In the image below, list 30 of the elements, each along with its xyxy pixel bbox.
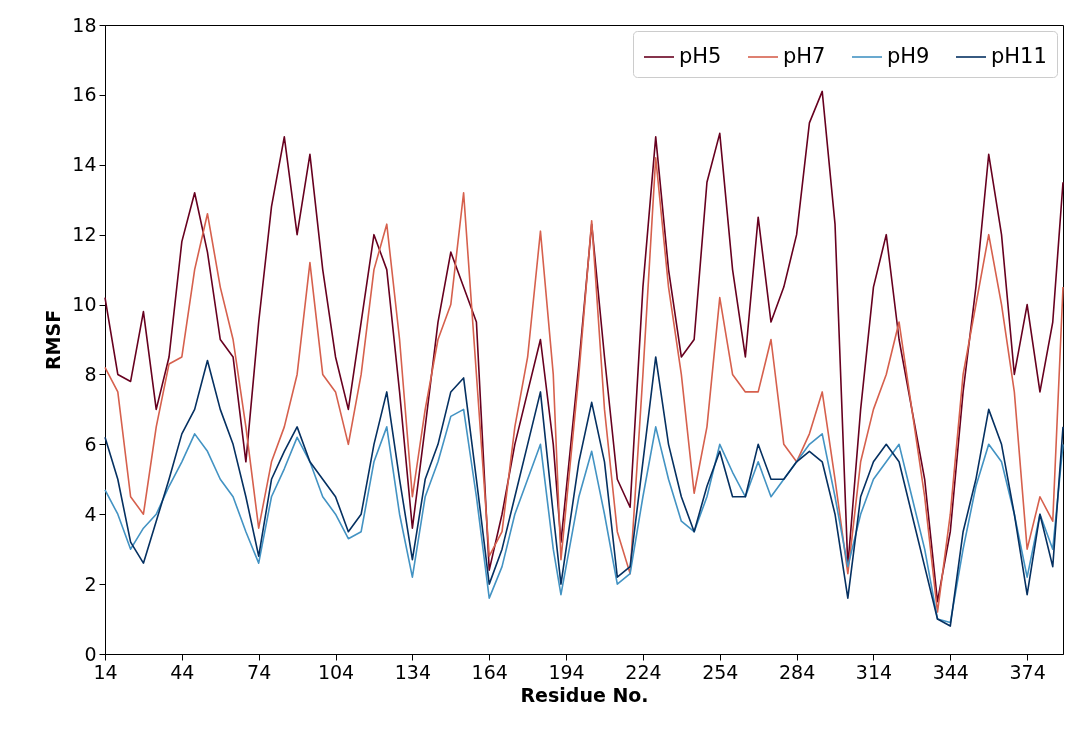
y-tick-label: 10	[72, 293, 97, 316]
line-series	[104, 356, 1064, 627]
x-tick-label: 74	[247, 660, 272, 683]
x-tick-label: 224	[625, 660, 662, 683]
x-tick-label: 344	[932, 660, 969, 683]
y-axis-title: RMSF	[42, 309, 65, 371]
y-tick-label: 12	[72, 223, 97, 246]
y-tick-label: 18	[72, 13, 97, 36]
legend-label: pH7	[783, 44, 826, 68]
legend-label: pH11	[991, 44, 1047, 68]
x-tick-label: 134	[394, 660, 432, 683]
x-tick-label: 44	[170, 660, 195, 683]
x-axis-title: Residue No.	[520, 683, 649, 706]
y-tick-label: 16	[72, 83, 97, 106]
y-tick-label: 8	[84, 362, 97, 385]
x-tick-label: 254	[702, 660, 739, 683]
x-tick-label: 374	[1009, 660, 1046, 683]
legend-label: pH5	[679, 44, 722, 68]
y-tick-label: 6	[84, 432, 97, 455]
x-tick-label: 104	[317, 660, 355, 683]
y-tick-label: 4	[84, 502, 97, 525]
x-tick-label: 194	[548, 660, 585, 683]
x-tick-label: 284	[778, 660, 816, 683]
x-tick-label: 164	[471, 660, 508, 683]
y-tick-label: 14	[72, 153, 97, 176]
legend-label: pH9	[887, 44, 930, 68]
x-tick-label: 314	[855, 660, 893, 683]
y-tick-label: 2	[84, 572, 97, 595]
y-tick-label: 0	[84, 642, 97, 665]
line-series	[104, 408, 1064, 624]
